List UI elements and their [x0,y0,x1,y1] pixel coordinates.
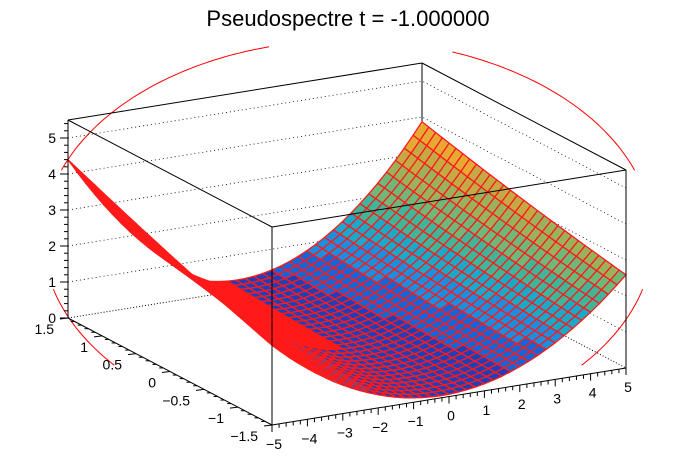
x-tick-label: −2 [372,419,388,435]
z-tick-label: 5 [48,130,56,146]
box-edge-left-top [67,119,273,228]
box-edge-right-top [421,62,627,171]
y-tick-label: 0.5 [103,357,123,373]
z-tick-label: 2 [48,238,56,254]
x-tick-label: 0 [447,408,455,424]
y-tick-label: −0.5 [162,392,190,408]
y-tick-label: 1.5 [35,321,55,337]
x-tick-label: 4 [589,385,597,401]
z-gridline-5 [67,80,627,189]
x-tick-label: −5 [266,436,282,452]
x-tick-label: −4 [301,430,317,446]
x-tick-label: 5 [624,379,632,395]
y-tick-label: −1 [208,410,224,426]
box-edge-front-top [271,169,627,228]
x-tick-label: −1 [408,413,424,429]
chart-title: Pseudospectre t = -1.000000 [206,6,489,31]
plot-box-front [67,119,627,425]
x-tick-label: −3 [337,425,353,441]
y-tick [195,388,205,391]
ellipse-arc-1 [452,51,636,171]
box-edge-back-top [67,62,423,121]
y-tick [127,353,137,356]
surface-mesh [67,121,627,399]
z-gridline-4 [67,116,627,225]
z-gridline-3 [67,152,627,261]
y-tick-label: −1.5 [230,428,258,444]
y-tick [263,424,273,427]
surface-cell [609,269,627,286]
ellipse-arc-0 [60,46,270,171]
y-tick-label: 1 [80,339,88,355]
x-tick-label: 3 [553,390,561,406]
y-tick-label: 0 [148,375,156,391]
ellipse-arc-2 [581,289,644,366]
z-tick-label: 4 [48,166,56,182]
z-tick-label: 3 [48,202,56,218]
y-tick [161,371,171,373]
z-tick-label: 1 [48,274,56,290]
z-tick-label: 0 [48,310,56,326]
y-tick [229,406,239,409]
y-tick [93,335,103,338]
decorative-ellipse [52,46,644,366]
ellipse-arc-3 [52,289,115,366]
x-tick-label: 1 [483,402,491,418]
x-tick-label: 2 [518,396,526,412]
